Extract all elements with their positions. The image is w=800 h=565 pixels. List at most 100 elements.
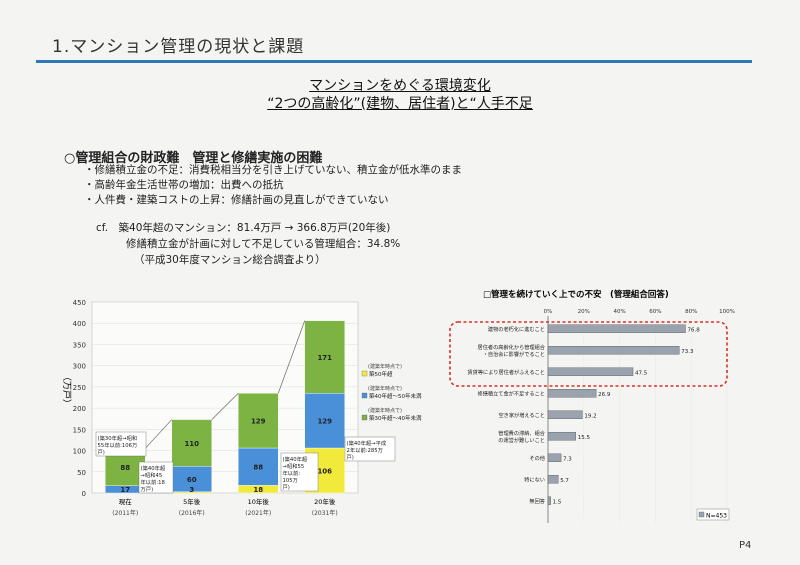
annotation-20yr-box xyxy=(344,436,396,462)
bar-value-label: 3 xyxy=(189,486,194,494)
survey-bar xyxy=(547,410,583,419)
annotation-20yr-text: 戸) xyxy=(347,454,354,461)
bar-value-label: 171 xyxy=(317,354,332,362)
annotation-current-text: (築30年超→昭和 xyxy=(98,434,138,442)
survey-bar-value: 73.3 xyxy=(681,349,694,355)
survey-bar xyxy=(547,475,559,484)
bar-chart-annotations: (築30年超→昭和55年以前:106万戸)(築40年超→昭和45年以前:18万戸… xyxy=(95,431,396,494)
x-tick-label: 20年後 xyxy=(314,497,336,506)
annotation-5yr-text: 年以前:18 xyxy=(141,478,166,486)
trend-line xyxy=(211,393,239,420)
x-tick-year: (2011年) xyxy=(112,509,138,517)
survey-bar-value: 7.3 xyxy=(563,456,572,462)
legend-label: 築40年超～50年未満 xyxy=(369,392,422,400)
survey-bar-value: 26.9 xyxy=(598,392,611,398)
survey-category-label: 管理費の滞納、組合 xyxy=(498,429,546,437)
survey-bar-chart: □管理を続けていく上での不安 (管理組合回答) 0% 20% 40% 60% 80% 10… xyxy=(449,289,735,523)
x-tick-year: (2016年) xyxy=(179,509,205,517)
x-tick-year: (2031年) xyxy=(312,509,338,517)
survey-bar-value: 15.5 xyxy=(578,435,591,441)
survey-bar-value: 19.2 xyxy=(584,413,596,419)
issue-title: ○管理組合の財政難 管理と修繕実施の困難 xyxy=(64,151,323,166)
x-tick-label: 0% xyxy=(544,309,553,315)
y-tick-label: 300 xyxy=(73,363,86,371)
survey-chart-title: □管理を続けていく上での不安 (管理組合回答) xyxy=(483,289,669,300)
survey-bar xyxy=(547,496,551,505)
y-tick-label: 100 xyxy=(73,448,86,456)
title-divider xyxy=(36,60,752,63)
survey-bar-value: 47.5 xyxy=(635,370,648,376)
trend-line xyxy=(144,419,173,449)
annotation-5yr-text: (築40年超 xyxy=(141,464,166,472)
survey-category-label: ・自治会に影響がでること xyxy=(483,350,545,358)
survey-category-label: の運営が難しいこと xyxy=(498,436,545,444)
bar-segment xyxy=(238,393,279,449)
bar-value-label: 60 xyxy=(187,476,197,484)
survey-category-label: 空き家が増えること xyxy=(498,411,545,419)
y-tick-label: 150 xyxy=(73,426,86,434)
annotation-5yr-text: 万戸) xyxy=(141,486,154,493)
bar-value-label: 18 xyxy=(253,486,263,494)
survey-bar-value: 1.5 xyxy=(553,499,562,505)
bar-segment xyxy=(304,320,345,394)
headline-line-2: “2つの高齢化”(建物、居住者)と“人手不足 xyxy=(267,96,533,112)
x-tick-label: 現在 xyxy=(119,497,133,506)
legend-label: 築50年超 xyxy=(369,370,393,378)
survey-category-label: 建物の老朽化に進むこと xyxy=(488,325,545,333)
survey-bar-value: 5.7 xyxy=(560,478,569,484)
bar-value-label: 88 xyxy=(120,464,130,472)
survey-bar xyxy=(547,389,597,398)
y-tick-label: 450 xyxy=(73,299,86,307)
bullet-item: ・修繕積立金の不足：消費税相当分を引き上げていない、積立金が低水準のまま xyxy=(84,164,462,176)
bullet-item: ・人件費・建築コストの上昇：修繕計画の見直しができていない xyxy=(84,194,389,206)
annotation-current-box xyxy=(95,431,147,457)
legend-note: (建築年時点で) xyxy=(368,385,402,392)
trend-line xyxy=(277,320,306,394)
sample-size-legend: N=453 xyxy=(696,508,730,521)
survey-chart-axis: 0% 20% 40% 60% 80% 100% xyxy=(544,309,735,523)
bar-value-label: 17 xyxy=(120,486,130,494)
survey-category-label: 修繕積立て金が不足すること xyxy=(478,389,545,397)
x-tick-label: 100% xyxy=(719,309,735,315)
annotation-10yr-text: 105万 xyxy=(283,477,298,484)
survey-chart-bars: 76.8 73.3 47.5 26.9 19.2 15.5 7.3 5.7 1.5 xyxy=(547,324,700,505)
x-tick-label: 60% xyxy=(649,309,661,315)
legend-swatch xyxy=(361,370,368,377)
annotation-10yr-text: →昭和55 xyxy=(283,462,305,470)
survey-chart-category-labels: 建物の老朽化に進むこと居住者の高齢化から管理組合・自治会に影響がでること賃貸等に… xyxy=(467,325,545,505)
bar-value-label: 106 xyxy=(317,468,332,476)
bar-value-label: 110 xyxy=(184,440,199,448)
annotation-10yr-text: 戸) xyxy=(283,484,290,491)
annotation-current-text: 戸) xyxy=(98,449,105,456)
highlight-box xyxy=(449,321,728,387)
cf-line-1: cf. 築40年超のマンション：81.4万戸 → 366.8万戸(20年後) xyxy=(96,222,391,234)
bar-value-label: 129 xyxy=(317,418,332,426)
y-tick-label: 400 xyxy=(73,320,86,328)
survey-category-label: 特にない xyxy=(524,475,545,483)
survey-bar xyxy=(547,367,634,376)
bar-chart-legend: (建築年時点で)築50年超(建築年時点で)築40年超～50年未満(建築年時点で)… xyxy=(361,363,422,422)
legend-swatch xyxy=(361,414,368,421)
legend-label: 築30年超～40年未満 xyxy=(369,414,422,422)
headline-line-1: マンションをめぐる環境変化 xyxy=(309,78,491,94)
bar-segment xyxy=(304,393,345,449)
x-tick-label: 10年後 xyxy=(248,497,270,506)
survey-bar xyxy=(547,346,680,355)
issue-bullet-list: ・修繕積立金の不足：消費税相当分を引き上げていない、積立金が低水準のまま ・高齢… xyxy=(84,163,462,208)
y-tick-label: 350 xyxy=(73,341,86,349)
legend-swatch xyxy=(361,392,368,399)
annotation-10yr-text: 年以前: xyxy=(283,469,301,477)
survey-bar xyxy=(547,432,576,441)
bar-segment xyxy=(238,447,279,486)
legend-note: (建築年時点で) xyxy=(368,407,402,414)
bar-value-label: 129 xyxy=(251,418,266,426)
y-tick-label: 0 xyxy=(82,490,86,498)
survey-category-label: その他 xyxy=(529,454,545,462)
bar-segment xyxy=(171,466,212,492)
bar-chart-x-axis: 現在 (2011年) 5年後 (2016年) 10年後 (2021年) 20年後 (2031年… xyxy=(112,497,337,517)
survey-bar xyxy=(547,453,562,462)
page-number: P4 xyxy=(739,540,752,551)
y-tick-label: 250 xyxy=(73,384,86,392)
slide-title: 1.マンション管理の現状と課題 xyxy=(52,37,305,57)
annotation-20yr-text: (築40年超→平成 xyxy=(347,439,387,447)
